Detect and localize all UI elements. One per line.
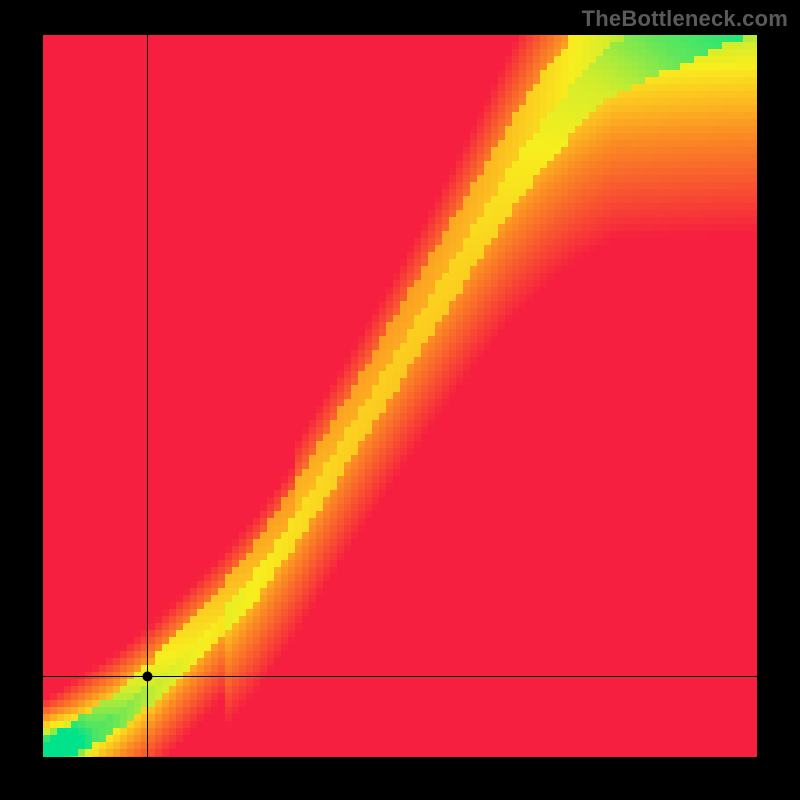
- heatmap-plot: [43, 35, 757, 757]
- watermark-label: TheBottleneck.com: [582, 6, 788, 32]
- heatmap-canvas: [43, 35, 757, 757]
